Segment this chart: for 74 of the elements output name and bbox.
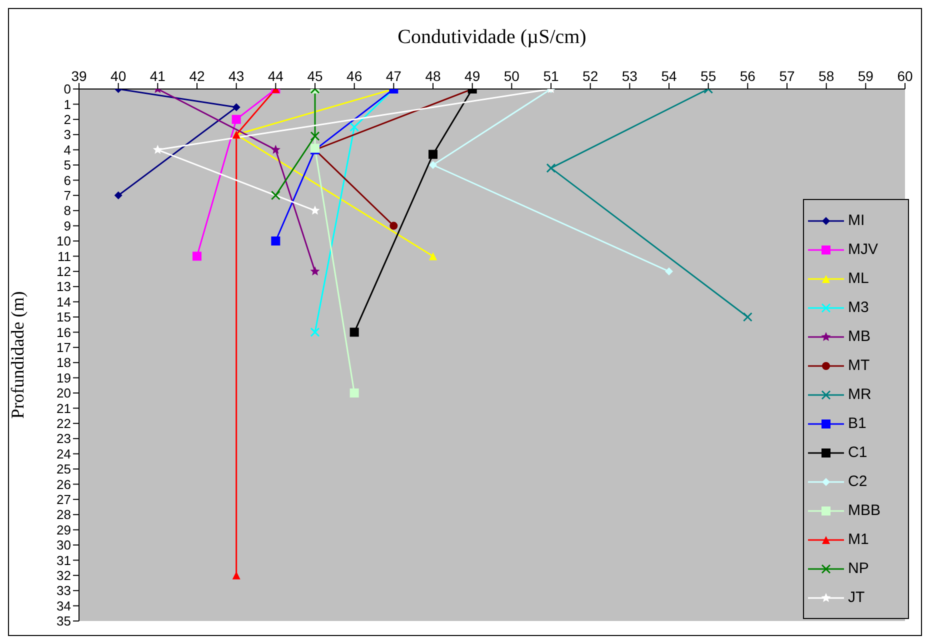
x-tick-label: 51 (543, 68, 559, 84)
y-tick-label: 27 (56, 492, 71, 508)
y-tick-label: 25 (56, 462, 71, 477)
y-tick-label: 23 (56, 431, 71, 446)
y-tick-label: 15 (56, 310, 71, 325)
y-tick-label: 31 (56, 552, 71, 568)
y-tick-label: 33 (56, 583, 71, 598)
x-tick-label: 42 (189, 68, 205, 84)
x-tick-label: 52 (582, 68, 598, 84)
legend-label: MBB (848, 502, 881, 519)
y-tick-label: 11 (58, 248, 71, 264)
x-axis-title: Condutividade (µS/cm) (398, 26, 586, 48)
x-tick-label: 60 (897, 68, 913, 84)
legend-label: JT (848, 589, 865, 606)
x-tick-label: 59 (858, 68, 874, 84)
legend-label: MT (848, 357, 870, 374)
y-tick-label: 26 (56, 476, 71, 492)
legend-label: M3 (848, 299, 869, 316)
x-tick-label: 54 (661, 68, 677, 84)
legend-label: M1 (848, 531, 869, 548)
y-tick-label: 18 (56, 355, 71, 370)
y-axis-title: Profundidade (m) (7, 291, 28, 419)
legend-label: NP (848, 560, 869, 577)
y-tick-label: 3 (64, 127, 71, 142)
y-tick-label: 0 (64, 82, 71, 97)
y-tick-label: 10 (56, 234, 71, 249)
legend-label: ML (848, 270, 869, 287)
x-tick-label: 56 (740, 68, 756, 84)
legend-label: C2 (848, 473, 868, 490)
x-tick-label: 40 (110, 68, 126, 84)
x-tick-label: 39 (71, 68, 87, 84)
y-tick-label: 12 (56, 264, 71, 280)
y-tick-label: 21 (56, 400, 71, 416)
legend-label: C1 (848, 444, 868, 461)
x-tick-label: 48 (425, 68, 441, 84)
y-tick-label: 13 (56, 279, 71, 294)
y-tick-label: 9 (64, 218, 71, 234)
y-tick-label: 20 (56, 386, 71, 401)
x-tick-label: 55 (700, 68, 716, 84)
x-tick-label: 45 (307, 68, 323, 84)
y-tick-label: 16 (56, 324, 71, 340)
legend-label: B1 (848, 415, 866, 432)
legend-label: MR (848, 386, 872, 403)
y-tick-label: 32 (56, 568, 71, 584)
legend-label: MJV (848, 241, 878, 258)
y-tick-label: 29 (56, 522, 71, 538)
y-tick-label: 24 (56, 446, 71, 462)
legend-label: MI (848, 212, 865, 229)
y-tick-label: 22 (56, 416, 71, 432)
y-tick-label: 2 (64, 112, 71, 128)
x-tick-label: 53 (622, 68, 638, 84)
x-tick-label: 46 (346, 68, 362, 84)
y-tick-label: 19 (56, 370, 71, 386)
y-tick-label: 7 (64, 188, 71, 204)
y-tick-label: 14 (56, 294, 71, 310)
y-tick-label: 17 (56, 340, 71, 356)
x-tick-label: 41 (150, 68, 166, 84)
y-tick-label: 5 (64, 158, 71, 173)
x-tick-label: 47 (386, 68, 402, 84)
x-tick-label: 58 (818, 68, 834, 84)
y-tick-label: 28 (56, 507, 71, 522)
y-tick-label: 4 (64, 142, 71, 158)
y-tick-label: 6 (64, 172, 71, 188)
x-tick-label: 44 (268, 68, 284, 84)
y-tick-label: 8 (64, 203, 71, 218)
x-tick-label: 57 (779, 68, 795, 84)
y-tick-label: 34 (56, 598, 71, 614)
legend-label: MB (848, 328, 870, 345)
x-tick-label: 50 (504, 68, 520, 84)
x-tick-label: 43 (228, 68, 244, 84)
y-tick-label: 1 (64, 96, 71, 112)
x-tick-label: 49 (464, 68, 480, 84)
y-tick-label: 30 (56, 538, 71, 553)
y-tick-label: 35 (56, 614, 71, 629)
